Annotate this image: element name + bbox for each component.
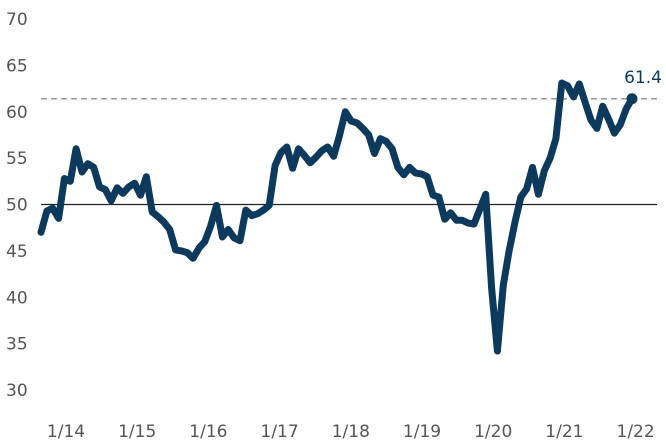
x-tick-label: 1/20 bbox=[474, 422, 512, 442]
y-axis-ticks: 70 65 60 55 50 45 40 35 30 bbox=[6, 10, 28, 401]
x-tick-label: 1/17 bbox=[261, 422, 299, 442]
x-axis-ticks: 1/14 1/15 1/16 1/17 1/18 1/19 1/20 1/21 1/22 bbox=[47, 422, 655, 442]
x-tick-label: 1/19 bbox=[403, 422, 441, 442]
y-tick-label: 30 bbox=[6, 381, 28, 401]
x-tick-label: 1/14 bbox=[47, 422, 85, 442]
y-tick-label: 40 bbox=[6, 288, 28, 308]
last-value-label: 61.4 bbox=[624, 68, 662, 88]
y-tick-label: 60 bbox=[6, 103, 28, 123]
series-line bbox=[37, 79, 636, 355]
y-tick-label: 35 bbox=[6, 335, 28, 355]
x-tick-label: 1/18 bbox=[332, 422, 370, 442]
y-tick-label: 55 bbox=[6, 149, 28, 169]
x-tick-label: 1/22 bbox=[617, 422, 655, 442]
y-tick-label: 45 bbox=[6, 242, 28, 262]
x-tick-label: 1/15 bbox=[118, 422, 156, 442]
x-tick-label: 1/16 bbox=[189, 422, 227, 442]
x-tick-label: 1/21 bbox=[545, 422, 583, 442]
y-tick-label: 50 bbox=[6, 196, 28, 216]
y-tick-label: 70 bbox=[6, 10, 28, 30]
y-tick-label: 65 bbox=[6, 56, 28, 76]
last-point-marker bbox=[626, 93, 638, 105]
